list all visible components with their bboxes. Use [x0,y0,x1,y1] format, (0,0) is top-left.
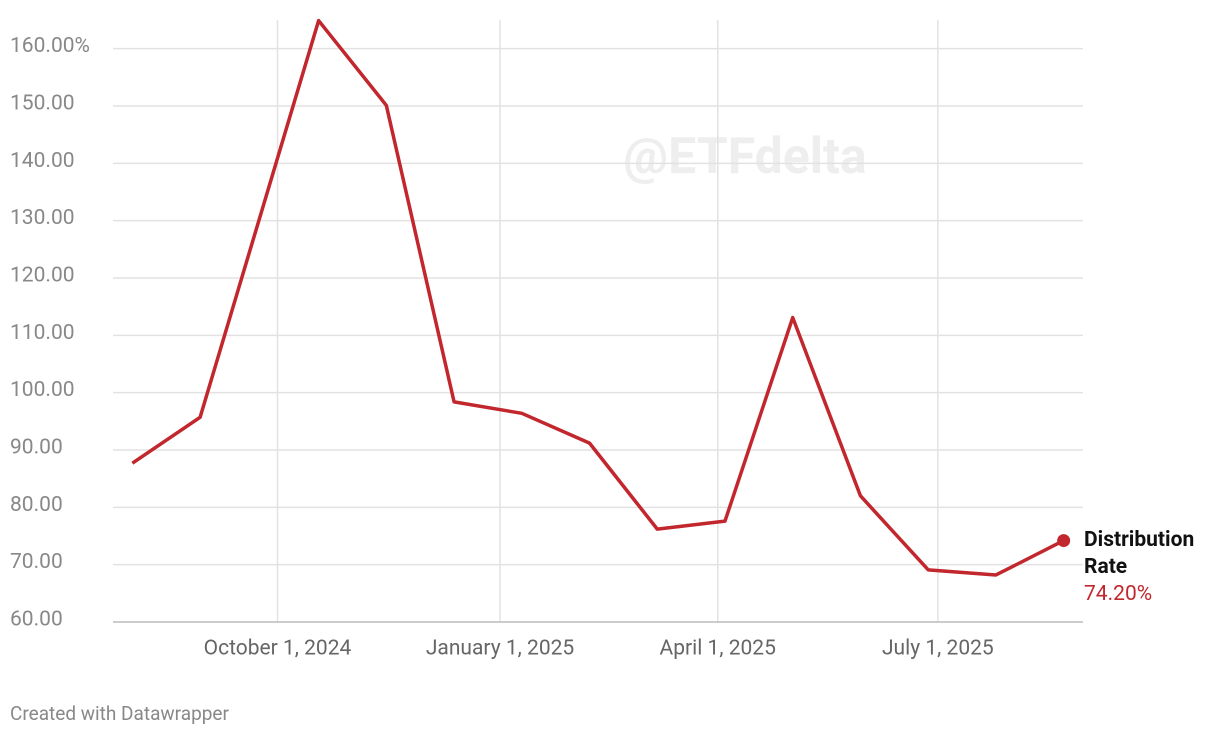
x-tick-label: July 1, 2025 [882,637,994,661]
y-tick-label: 140.00 [10,149,75,173]
y-tick-label: 160.00% [10,34,90,58]
y-tick-label: 130.00 [10,206,75,230]
y-tick-label: 110.00 [10,321,75,345]
line [131,18,1065,577]
y-tick-label: 150.00 [10,92,75,116]
y-tick-label: 100.00 [10,378,75,402]
y-tick-label: 60.00 [10,608,63,632]
y-tick-label: 90.00 [10,436,63,460]
y-tick-label: 80.00 [10,493,63,517]
y-tick-label: 120.00 [10,264,75,288]
x-tick-label: October 1, 2024 [204,637,352,661]
x-tick-label: January 1, 2025 [426,637,574,661]
footer: Created with Datawrapper [10,702,229,725]
end-point [1057,534,1071,548]
end-value-label: 74.20% [1084,582,1153,606]
end-label: Distribution Rate 74.20% [1084,527,1214,608]
series-name: Distribution Rate [1084,528,1195,579]
x-tick-label: April 1, 2025 [660,637,776,661]
watermark: @ETFdelta [623,128,866,186]
y-tick-label: 70.00 [10,550,63,574]
